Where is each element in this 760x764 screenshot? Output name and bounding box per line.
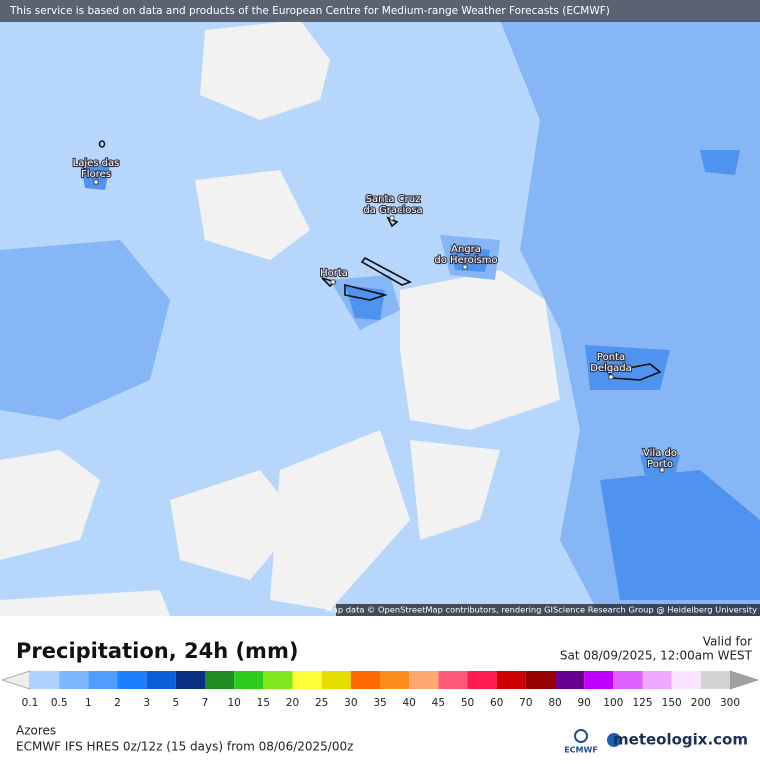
over-arrow [729, 670, 760, 690]
color-box [584, 671, 614, 689]
place-label: Lajes das [73, 158, 120, 169]
color-box [175, 671, 205, 689]
color-box [146, 671, 176, 689]
tick-label: 100 [603, 697, 623, 709]
banner: This service is based on data and produc… [9, 5, 610, 17]
tick-label: 35 [373, 697, 386, 709]
color-box [88, 671, 118, 689]
brand-logo [607, 733, 621, 747]
ecmwf-logo [574, 729, 588, 743]
tick-label: 25 [315, 697, 328, 709]
tick-label: 70 [519, 697, 532, 709]
color-box [671, 671, 701, 689]
color-box [467, 671, 497, 689]
tick-label: 300 [720, 697, 740, 709]
dry-areas [0, 20, 560, 616]
tick-label: 0.1 [22, 697, 39, 709]
tick-label: 2 [114, 697, 121, 709]
tick-label: 90 [577, 697, 590, 709]
color-box [642, 671, 672, 689]
place-label: Flores [81, 169, 111, 180]
color-box [496, 671, 526, 689]
color-box [263, 671, 293, 689]
tick-label: 20 [286, 697, 299, 709]
color-box [321, 671, 351, 689]
valid-label: Valid for [703, 635, 752, 649]
color-box [117, 671, 147, 689]
tick-label: 50 [461, 697, 474, 709]
tick-label: 0.5 [51, 697, 68, 709]
color-box [234, 671, 264, 689]
color-box [613, 671, 643, 689]
tick-label: 125 [632, 697, 652, 709]
tick-label: 15 [257, 697, 270, 709]
tick-label: 3 [143, 697, 150, 709]
tick-label: 1 [85, 697, 92, 709]
place-markers [93, 179, 665, 473]
color-box [350, 671, 380, 689]
valid-time: Sat 08/09/2025, 12:00am WEST [560, 649, 753, 663]
colorbar: 0.1 0.5 1 2 3 5 7 10 15 20 25 30 35 40 45 50 60 70 80 90 100… [0, 670, 760, 709]
ecmwf-text: ECMWF [564, 746, 598, 755]
place-label: Ponta [597, 352, 625, 363]
under-arrow [0, 670, 31, 690]
banner-bg [0, 0, 760, 22]
attribution: Map data © OpenStreetMap contributors, r… [326, 605, 758, 615]
legend-title: Precipitation, 24h (mm) [16, 639, 298, 663]
color-box [59, 671, 89, 689]
tick-label: 7 [202, 697, 209, 709]
color-box [409, 671, 439, 689]
place-label: do Heroísmo [434, 254, 497, 266]
color-box [205, 671, 235, 689]
place-label: da Graciosa [363, 205, 422, 216]
place-label: Vila do [643, 448, 677, 459]
color-box [555, 671, 585, 689]
color-box [525, 671, 555, 689]
tick-label: 200 [691, 697, 711, 709]
tick-label: 45 [432, 697, 445, 709]
tick-label: 150 [662, 697, 682, 709]
tick-label: 30 [344, 697, 357, 709]
tick-label: 10 [227, 697, 240, 709]
place-label: Santa Cruz [366, 194, 421, 205]
color-box [30, 671, 60, 689]
place-label: Horta [320, 268, 348, 279]
model-info: ECMWF IFS HRES 0z/12z (15 days) from 08/… [16, 740, 353, 754]
place-label: Delgada [590, 363, 632, 374]
heavy-areas [80, 150, 760, 600]
color-box [380, 671, 410, 689]
tick-label: 40 [402, 697, 415, 709]
brand: meteologix.com [613, 731, 748, 749]
region: Azores [16, 724, 56, 738]
tick-label: 60 [490, 697, 503, 709]
color-box [700, 671, 730, 689]
attribution-bg [336, 604, 760, 616]
color-box [438, 671, 468, 689]
tick-label: 80 [548, 697, 561, 709]
place-label: Porto [647, 459, 673, 470]
color-box [292, 671, 322, 689]
tick-label: 5 [172, 697, 179, 709]
place-label: Angra [451, 244, 481, 255]
